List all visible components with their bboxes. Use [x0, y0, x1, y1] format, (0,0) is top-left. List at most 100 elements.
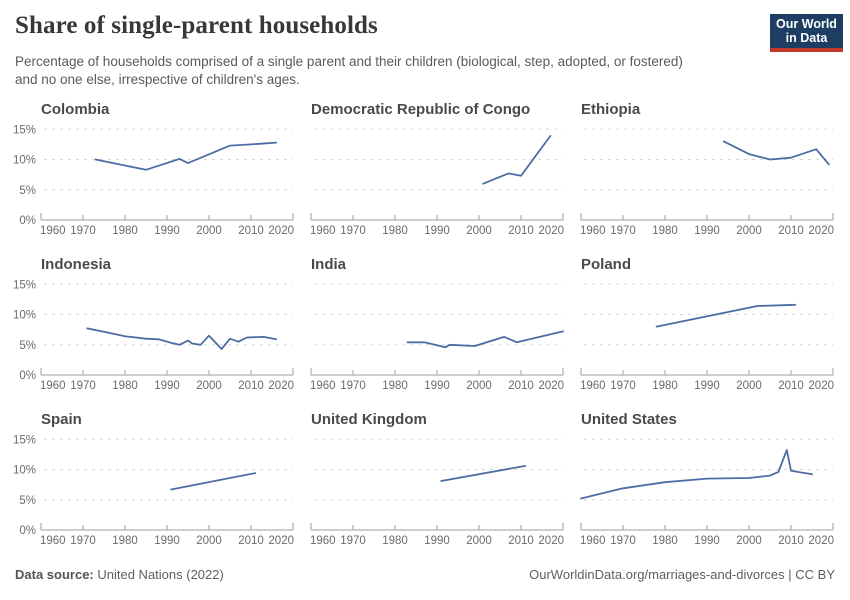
chart-footer: Data source: United Nations (2022) OurWo…	[15, 567, 835, 582]
x-tick-label: 2000	[196, 225, 222, 237]
x-tick-label: 2000	[736, 380, 762, 392]
charts-grid: Colombia 0% 5% 10% 15% 1960 1970 1980 1990 2000 20…	[8, 101, 842, 566]
x-tick-label: 1960	[40, 380, 66, 392]
owid-logo: Our World in Data	[770, 14, 843, 52]
x-tick-label: 2010	[778, 225, 804, 237]
chart-indonesia: Indonesia 0% 5% 10% 15% 1960 1970 1980 1990 2000 2…	[8, 256, 302, 411]
x-tick-label: 1980	[652, 225, 678, 237]
data-line-colombia	[94, 141, 278, 171]
x-tick-label: 2000	[466, 225, 492, 237]
owid-logo-line2: in Data	[785, 31, 828, 45]
data-line-spain	[170, 472, 257, 491]
x-tick-label: 1970	[610, 535, 636, 547]
x-tick-label: 2000	[196, 380, 222, 392]
x-tick-label: 1990	[694, 380, 720, 392]
x-tick-label: 2010	[508, 380, 534, 392]
x-tick-label: 2020	[808, 380, 834, 392]
x-tick-label: 1980	[652, 535, 678, 547]
x-tick-label: 2010	[778, 380, 804, 392]
x-tick-label: 1970	[610, 380, 636, 392]
x-tick-label: 2010	[508, 225, 534, 237]
y-tick-label: 5%	[19, 495, 36, 507]
chart-plot-india: 1960 1970 1980 1990 2000 2010 2020	[310, 283, 564, 392]
y-tick-label: 10%	[13, 465, 36, 477]
chart-title-indonesia: Indonesia	[41, 256, 112, 273]
x-tick-label: 1980	[382, 380, 408, 392]
x-tick-label: 2010	[508, 535, 534, 547]
x-tick-label: 2020	[268, 535, 294, 547]
y-tick-label: 15%	[13, 279, 36, 291]
x-tick-label: 1980	[112, 535, 138, 547]
x-tick-label: 1960	[580, 535, 606, 547]
x-tick-label: 1960	[310, 380, 336, 392]
chart-plot-ethiopia: 1960 1970 1980 1990 2000 2010 2020	[580, 128, 834, 237]
x-tick-label: 2000	[736, 225, 762, 237]
chart-title-democratic-republic-of-congo: Democratic Republic of Congo	[311, 101, 531, 118]
x-tick-label: 1960	[310, 535, 336, 547]
chart-title-poland: Poland	[581, 256, 632, 273]
x-tick-label: 1970	[340, 535, 366, 547]
x-tick-label: 2020	[808, 535, 834, 547]
chart-spain: Spain 0% 5% 10% 15% 1960 1970 1980 1990 2000 2010 2…	[8, 411, 302, 566]
x-tick-label: 2000	[466, 380, 492, 392]
chart-india: India 1960 1970 1980 1990 2000 2010 2020	[302, 256, 572, 411]
y-tick-label: 0%	[19, 525, 36, 537]
x-tick-label: 1960	[40, 535, 66, 547]
x-tick-label: 1980	[112, 380, 138, 392]
chart-democratic-republic-of-congo: Democratic Republic of Congo 1960 1970 1980…	[302, 101, 572, 256]
data-line-india	[406, 330, 564, 349]
x-tick-label: 1990	[424, 380, 450, 392]
data-line-indonesia	[86, 327, 278, 350]
data-line-ethiopia	[722, 140, 830, 166]
x-tick-label: 2000	[466, 535, 492, 547]
x-tick-label: 1960	[580, 380, 606, 392]
chart-united-kingdom: United Kingdom 1960 1970 1980 1990 2000 2010 20…	[302, 411, 572, 566]
chart-title-spain: Spain	[41, 411, 82, 428]
x-tick-label: 2010	[238, 225, 264, 237]
chart-title-ethiopia: Ethiopia	[581, 101, 641, 118]
y-tick-label: 5%	[19, 185, 36, 197]
x-tick-label: 1960	[40, 225, 66, 237]
y-tick-label: 0%	[19, 215, 36, 227]
x-tick-label: 2010	[238, 535, 264, 547]
x-tick-label: 2020	[538, 225, 564, 237]
data-line-poland	[655, 303, 797, 328]
chart-title-united-states: United States	[581, 411, 677, 428]
x-tick-label: 1970	[340, 380, 366, 392]
data-source-label: Data source:	[15, 567, 94, 582]
chart-plot-democratic-republic-of-congo: 1960 1970 1980 1990 2000 2010 2020	[310, 128, 564, 237]
x-tick-label: 1970	[70, 225, 96, 237]
data-line-democratic-republic-of-congo	[482, 135, 552, 185]
chart-title-colombia: Colombia	[41, 101, 110, 118]
chart-poland: Poland 1960 1970 1980 1990 2000 2010 2020	[572, 256, 842, 411]
x-tick-label: 1960	[580, 225, 606, 237]
x-tick-label: 2010	[778, 535, 804, 547]
x-tick-label: 1990	[424, 535, 450, 547]
x-tick-label: 2010	[238, 380, 264, 392]
x-tick-label: 2000	[736, 535, 762, 547]
license-note: OurWorldinData.org/marriages-and-divorce…	[529, 567, 835, 582]
x-tick-label: 1990	[154, 535, 180, 547]
owid-logo-line1: Our World	[776, 17, 837, 31]
data-line-united-states	[580, 449, 813, 500]
x-tick-label: 2020	[808, 225, 834, 237]
chart-united-states: United States 1960 1970 1980 1990 2000 2010 202…	[572, 411, 842, 566]
x-tick-label: 1990	[694, 225, 720, 237]
y-tick-label: 10%	[13, 155, 36, 167]
chart-plot-colombia: 0% 5% 10% 15% 1960 1970 1980 1990 2000 2010 2020	[13, 124, 294, 237]
y-tick-label: 10%	[13, 310, 36, 322]
data-source-note: Data source: United Nations (2022)	[15, 567, 224, 582]
x-tick-label: 1960	[310, 225, 336, 237]
x-tick-label: 1980	[112, 225, 138, 237]
x-tick-label: 1990	[424, 225, 450, 237]
page-title: Share of single-parent households	[15, 12, 378, 39]
x-tick-label: 2020	[538, 380, 564, 392]
x-tick-label: 1970	[340, 225, 366, 237]
y-tick-label: 0%	[19, 370, 36, 382]
chart-plot-poland: 1960 1970 1980 1990 2000 2010 2020	[580, 283, 834, 392]
chart-title-india: India	[311, 256, 347, 273]
x-tick-label: 2020	[538, 535, 564, 547]
x-tick-label: 1980	[382, 225, 408, 237]
x-tick-label: 1970	[70, 535, 96, 547]
chart-plot-united-kingdom: 1960 1970 1980 1990 2000 2010 2020	[310, 438, 564, 547]
